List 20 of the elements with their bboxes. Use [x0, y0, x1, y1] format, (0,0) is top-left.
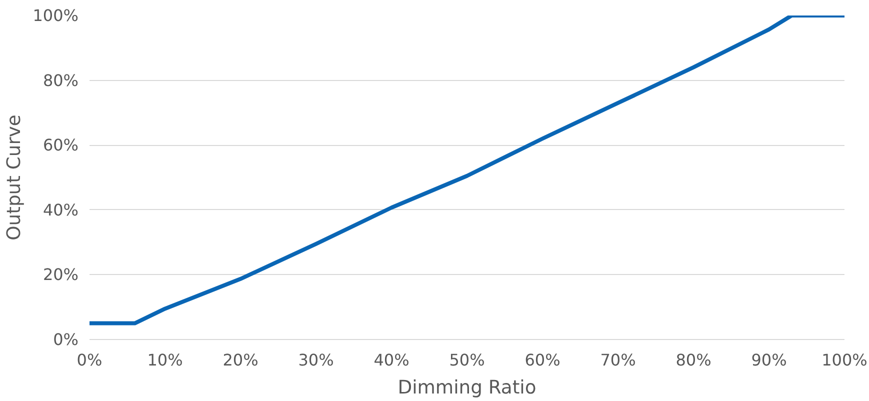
x-tick-label: 90%	[751, 350, 787, 370]
x-tick-label: 60%	[524, 350, 560, 370]
y-tick-label: 100%	[32, 6, 79, 25]
line-series	[90, 16, 844, 326]
y-axis-title: Output Curve	[4, 114, 25, 240]
y-tick-label: 60%	[42, 136, 78, 155]
x-tick-label: 30%	[298, 350, 334, 370]
x-tick-label: 50%	[449, 350, 485, 370]
x-tick-label: 20%	[222, 350, 258, 370]
x-tick-label: 100%	[822, 350, 868, 370]
y-tick-label: 20%	[42, 265, 78, 284]
x-tick-label: 10%	[147, 350, 183, 370]
y-tick-label: 40%	[42, 200, 78, 220]
x-axis-title: Dimming Ratio	[398, 378, 536, 398]
x-tick-label: 40%	[374, 350, 410, 370]
y-tick-label: 80%	[42, 70, 78, 90]
x-tick-label: 80%	[676, 350, 712, 370]
x-tick-label: 70%	[600, 350, 636, 370]
y-tick-label: 0%	[53, 330, 79, 349]
x-tick-label: 0%	[76, 350, 102, 370]
